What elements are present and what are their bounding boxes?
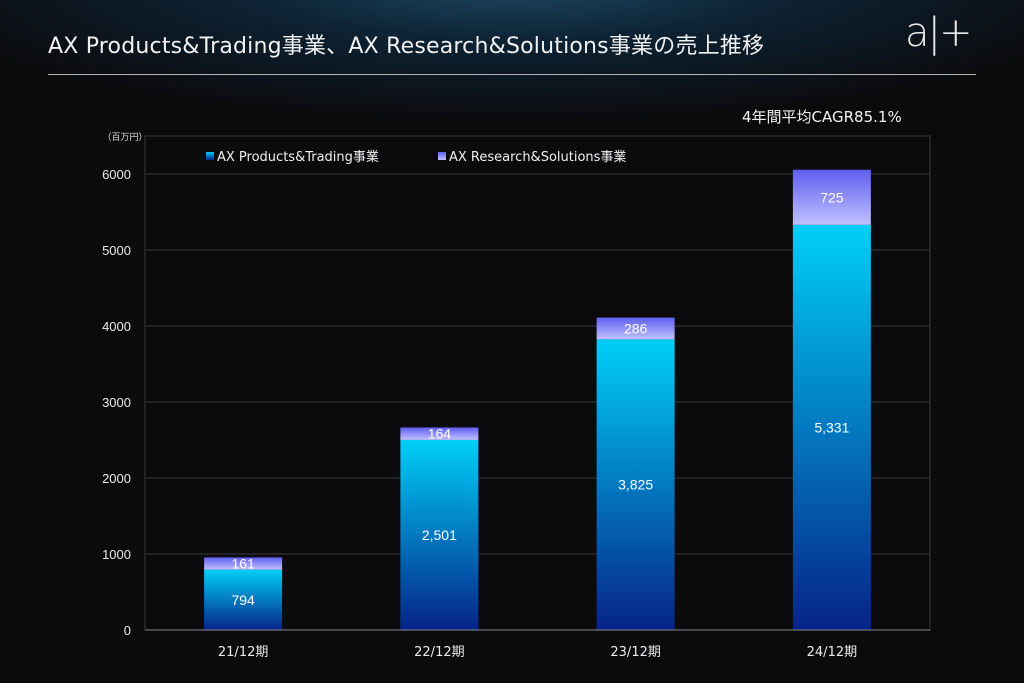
- bar-research-2: [400, 427, 479, 440]
- legend-label-products: AX Products&Trading事業: [217, 149, 379, 165]
- y-unit-label: （百万円）: [102, 132, 147, 143]
- data-label: 164: [428, 426, 452, 442]
- y-tick-label: 4000: [102, 319, 131, 334]
- bar-products-3: [596, 339, 675, 630]
- title-divider: [48, 74, 976, 75]
- y-tick-label: 1000: [102, 547, 131, 562]
- y-tick-label: 0: [124, 623, 131, 638]
- x-tick-label: 21/12期: [218, 645, 268, 660]
- y-tick-label: 6000: [102, 167, 131, 182]
- bar-products-2: [400, 439, 479, 630]
- data-label: 725: [820, 189, 844, 205]
- bar-research-3: [596, 317, 675, 340]
- x-tick-label: 24/12期: [807, 645, 857, 660]
- bar-products-1: [204, 569, 283, 630]
- legend-swatch-products: [206, 152, 214, 160]
- x-tick-label: 22/12期: [414, 645, 464, 660]
- bar-research-1: [204, 557, 283, 570]
- data-label: 286: [624, 320, 648, 336]
- y-tick-label: 2000: [102, 471, 131, 486]
- bar-research-4: [792, 169, 871, 225]
- brand-logo: a|+: [905, 10, 973, 56]
- data-label: 794: [231, 592, 255, 608]
- data-label: 3,825: [618, 477, 653, 493]
- cagr-annotation: 4年間平均CAGR85.1%: [742, 108, 902, 126]
- data-label: 161: [231, 556, 255, 572]
- page-title: AX Products&Trading事業、AX Research&Soluti…: [48, 34, 765, 59]
- bar-products-4: [792, 224, 871, 630]
- y-tick-label: 5000: [102, 243, 131, 258]
- data-label: 5,331: [814, 419, 849, 435]
- data-label: 2,501: [422, 527, 457, 543]
- y-tick-label: 3000: [102, 395, 131, 410]
- legend-swatch-research: [438, 152, 446, 160]
- x-tick-label: 23/12期: [610, 645, 660, 660]
- legend-label-research: AX Research&Solutions事業: [449, 149, 626, 165]
